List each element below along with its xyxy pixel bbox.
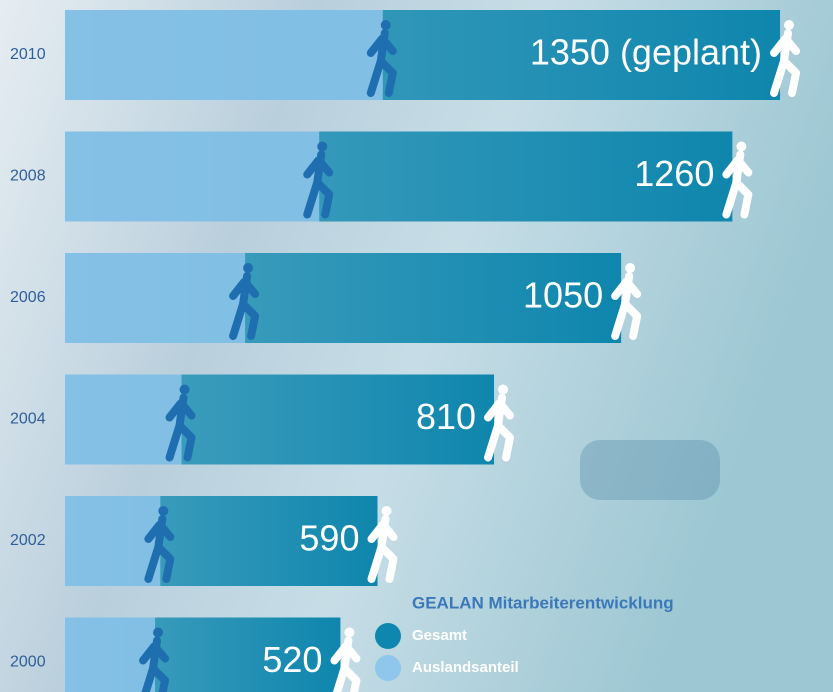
y-tick-label: 2006 <box>10 289 46 306</box>
background <box>0 0 833 692</box>
y-tick-label: 2008 <box>10 168 46 185</box>
y-tick-label: 2000 <box>10 654 46 671</box>
walker-head <box>381 506 391 516</box>
walker-head <box>180 385 190 395</box>
data-label: 810 <box>416 396 476 437</box>
bar <box>65 253 245 343</box>
walker-head <box>344 628 354 638</box>
y-tick-label: 2002 <box>10 532 46 549</box>
bar <box>65 618 155 692</box>
background-blur <box>580 440 720 500</box>
data-label: 1260 <box>634 153 714 194</box>
data-label: 1350 (geplant) <box>530 32 762 73</box>
y-tick-label: 2004 <box>10 411 46 428</box>
bar <box>65 132 319 222</box>
legend-swatch <box>375 655 401 681</box>
chart: 2010 1350 (geplant) 2008 1260 2006 1050 2004 81… <box>0 0 833 692</box>
walker-head <box>784 20 794 30</box>
y-tick-label: 2010 <box>10 46 46 63</box>
bar <box>65 375 182 465</box>
legend-title: GEALAN Mitarbeiterentwicklung <box>412 593 674 612</box>
legend-label: Gesamt <box>412 627 467 644</box>
walker-head <box>153 628 163 638</box>
walker-head <box>498 385 508 395</box>
data-label: 1050 <box>523 275 603 316</box>
data-label: 590 <box>299 518 359 559</box>
legend-swatch <box>375 623 401 649</box>
walker-head <box>158 506 168 516</box>
legend-label: Auslandsanteil <box>412 659 519 676</box>
walker-head <box>317 142 327 152</box>
data-label: 520 <box>262 639 322 680</box>
walker-head <box>381 20 391 30</box>
bar <box>65 10 383 100</box>
walker-head <box>736 142 746 152</box>
walker-head <box>625 263 635 273</box>
walker-head <box>243 263 253 273</box>
